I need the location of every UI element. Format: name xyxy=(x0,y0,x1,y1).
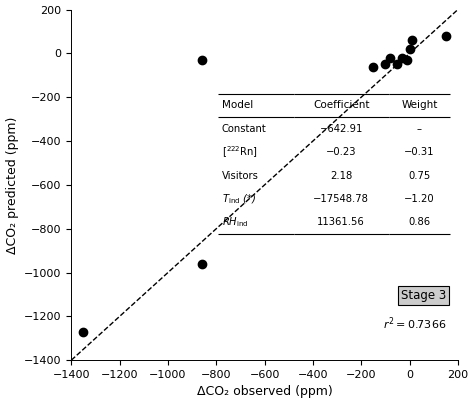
Point xyxy=(382,61,389,67)
Point xyxy=(394,61,401,67)
Point xyxy=(403,57,411,63)
Point xyxy=(406,46,413,52)
Point xyxy=(370,63,377,70)
Point xyxy=(386,55,394,61)
Text: Stage 3: Stage 3 xyxy=(401,289,447,302)
Point xyxy=(198,261,206,267)
Point xyxy=(442,33,450,39)
Point xyxy=(80,328,87,335)
Text: $r^2 = 0.7366$: $r^2 = 0.7366$ xyxy=(383,315,447,332)
Point xyxy=(399,55,406,61)
X-axis label: ΔCO₂ observed (ppm): ΔCO₂ observed (ppm) xyxy=(197,385,332,398)
Point xyxy=(198,57,206,63)
Point xyxy=(408,37,416,44)
Y-axis label: ΔCO₂ predicted (ppm): ΔCO₂ predicted (ppm) xyxy=(6,116,18,254)
